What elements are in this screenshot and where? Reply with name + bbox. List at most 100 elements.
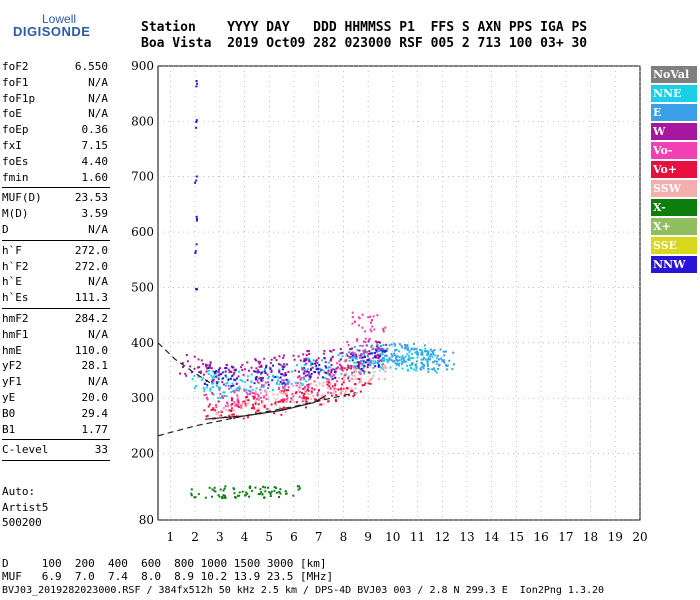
data-point: [393, 342, 396, 345]
data-point: [358, 324, 360, 327]
data-point: [370, 345, 373, 348]
data-point: [345, 359, 348, 362]
data-point: [296, 485, 299, 488]
x-tick-label: 8: [340, 530, 348, 544]
data-point: [298, 383, 301, 386]
data-point: [307, 378, 310, 381]
data-point: [257, 407, 260, 410]
data-point: [190, 494, 193, 497]
data-point: [254, 392, 257, 395]
data-point: [443, 350, 445, 353]
data-point: [206, 386, 209, 389]
data-point: [225, 376, 228, 379]
data-point: [228, 371, 231, 373]
data-point: [219, 387, 222, 389]
data-point: [262, 485, 264, 488]
data-point: [245, 405, 248, 408]
data-point: [261, 401, 264, 404]
data-point: [334, 376, 337, 379]
data-point: [217, 374, 220, 377]
data-point: [224, 485, 227, 488]
data-point: [280, 392, 283, 395]
data-point: [351, 357, 354, 360]
data-point: [285, 492, 288, 495]
param-value: N/A: [88, 91, 108, 105]
data-point: [246, 393, 249, 396]
logo-brand: Lowell: [42, 12, 77, 26]
data-point: [209, 388, 212, 391]
data-point: [250, 366, 253, 369]
param-value: N/A: [88, 375, 108, 389]
data-point: [385, 343, 388, 346]
param-value: 272.0: [74, 259, 108, 273]
data-point: [256, 381, 259, 384]
data-point: [398, 359, 401, 362]
data-point: [221, 416, 224, 418]
data-point: [257, 395, 260, 398]
param-row: foEp 0.36: [2, 123, 108, 139]
data-point: [264, 486, 267, 489]
data-point: [361, 384, 364, 387]
data-point: [262, 385, 265, 388]
data-point: [274, 401, 277, 404]
data-point: [312, 359, 315, 362]
data-point: [384, 326, 387, 329]
x-tick-label: 3: [216, 530, 224, 544]
data-point: [364, 361, 367, 364]
header-values: Boa Vista 2019 Oct09 282 023000 RSF 005 …: [141, 36, 588, 51]
data-point: [231, 366, 234, 369]
data-point: [440, 357, 443, 360]
data-point: [247, 389, 250, 392]
data-point: [394, 367, 397, 370]
data-point: [301, 398, 304, 401]
data-point: [221, 371, 224, 374]
data-point: [380, 366, 383, 369]
data-point: [306, 374, 309, 377]
data-point: [322, 376, 325, 379]
data-point: [321, 376, 324, 379]
data-point: [264, 490, 267, 493]
data-point: [317, 371, 320, 374]
data-point: [381, 365, 384, 368]
data-point: [355, 361, 358, 364]
data-point: [328, 381, 330, 384]
data-point: [378, 377, 380, 380]
plot-frame: [157, 65, 641, 521]
data-point: [432, 353, 435, 356]
data-point: [303, 376, 305, 379]
param-row: M(D) 3.59: [2, 207, 108, 223]
data-point: [334, 391, 337, 394]
data-point: [339, 391, 342, 394]
data-point: [396, 362, 399, 365]
data-point: [224, 384, 227, 387]
data-point: [435, 363, 438, 365]
data-point: [257, 493, 260, 496]
data-point: [353, 320, 356, 323]
data-point: [331, 375, 334, 378]
y-tick-label: 300: [131, 391, 154, 405]
data-point: [433, 349, 436, 352]
data-point: [317, 389, 320, 392]
data-point: [260, 364, 263, 367]
data-point: [404, 345, 407, 348]
data-point: [363, 370, 366, 373]
data-point: [225, 382, 228, 385]
data-point: [271, 379, 274, 382]
data-point: [235, 377, 238, 380]
data-point: [212, 378, 215, 381]
data-point: [345, 390, 347, 393]
param-row: D N/A: [2, 223, 108, 239]
data-point: [278, 355, 281, 358]
data-point: [388, 344, 391, 347]
data-point: [376, 314, 379, 317]
data-point: [341, 355, 344, 358]
data-point: [258, 377, 261, 380]
data-point: [424, 347, 427, 350]
data-point: [372, 374, 375, 377]
data-point: [307, 368, 310, 371]
param-value: 28.1: [81, 359, 109, 373]
data-point: [311, 387, 314, 390]
data-point: [281, 382, 284, 385]
data-point: [255, 411, 257, 414]
data-point: [432, 350, 435, 353]
